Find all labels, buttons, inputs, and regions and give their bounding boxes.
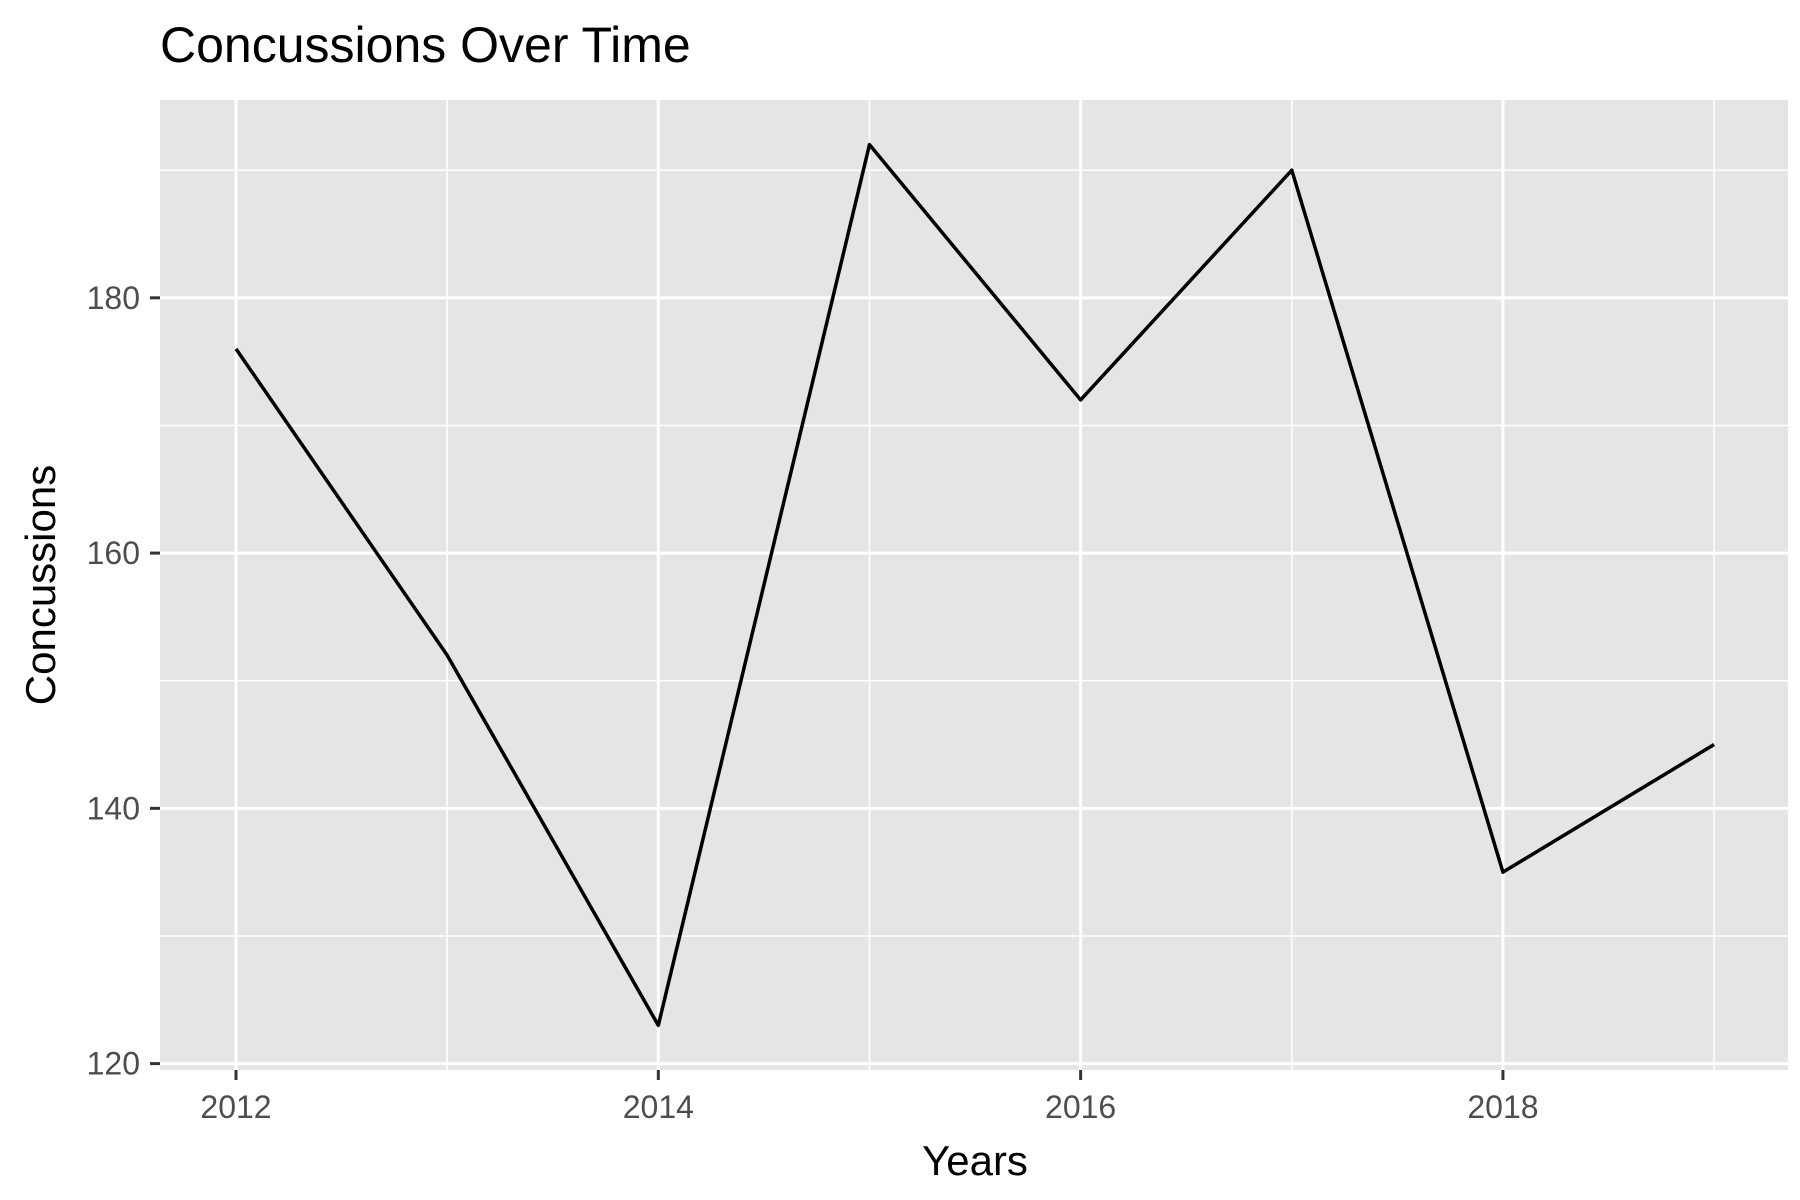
y-tick-label-160: 160 — [87, 535, 140, 571]
y-tick-label-140: 140 — [87, 790, 140, 826]
y-tick-label-120: 120 — [87, 1046, 140, 1082]
y-axis-label: Concussions — [17, 465, 64, 705]
plot-panel-background — [160, 100, 1788, 1070]
x-axis-label: Years — [922, 1137, 1028, 1184]
chart-title: Concussions Over Time — [160, 17, 691, 73]
grid-lines — [160, 100, 1788, 1070]
x-axis: 2012 2014 2016 2018 — [200, 1070, 1539, 1125]
plot-area — [160, 100, 1788, 1070]
x-tick-label-2016: 2016 — [1045, 1089, 1116, 1125]
x-tick-label-2014: 2014 — [623, 1089, 694, 1125]
y-tick-label-180: 180 — [87, 280, 140, 316]
y-axis: 120 140 160 180 — [87, 280, 160, 1082]
x-tick-label-2018: 2018 — [1467, 1089, 1538, 1125]
x-tick-label-2012: 2012 — [200, 1089, 271, 1125]
series-line — [234, 142, 1716, 1028]
